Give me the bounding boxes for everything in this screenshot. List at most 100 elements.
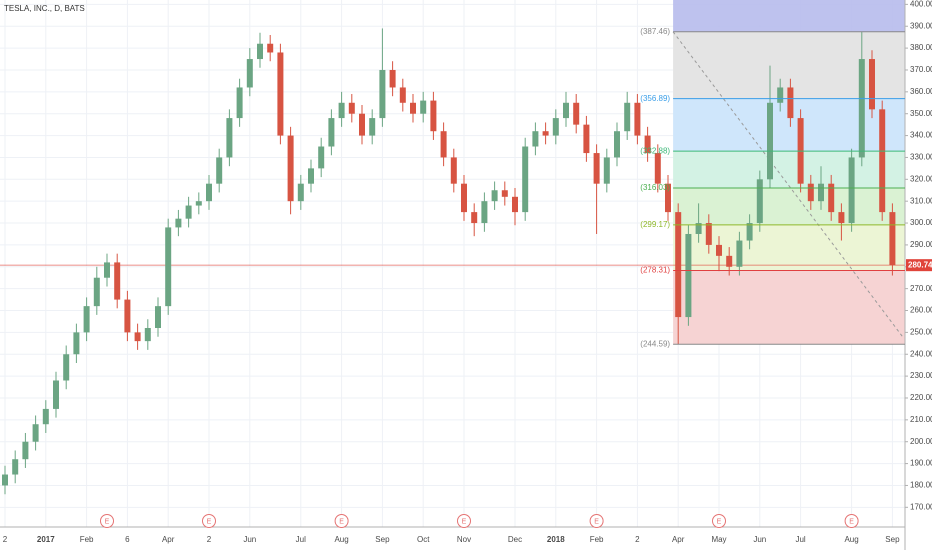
event-label: E (849, 518, 854, 525)
event-label: E (105, 518, 110, 525)
event-marker (457, 514, 471, 528)
candle-body (53, 380, 59, 409)
background-layer (0, 0, 905, 527)
y-tick-label: 200.00 (910, 437, 932, 446)
chart-title: TESLA, INC., D, BATS (4, 4, 85, 13)
candle-body (869, 59, 875, 110)
y-tick-label: 210.00 (910, 415, 932, 424)
label-layer: 170.00 180.00 190.00 200.00 210.00 220.00 230.… (3, 0, 932, 544)
event-label: E (207, 518, 212, 525)
candle-body (236, 87, 243, 119)
x-tick-label: Jun (243, 535, 256, 544)
candle-body (512, 196, 518, 213)
fib-level-label: (356.89) (640, 94, 670, 103)
candle-body (563, 102, 569, 119)
fib-band (673, 0, 905, 32)
candle-body (287, 135, 294, 202)
candle-body (308, 168, 314, 184)
candle-body (838, 212, 845, 224)
candle-body (685, 233, 692, 318)
y-tick-label: 260.00 (910, 306, 932, 315)
candle-body (461, 183, 467, 213)
y-tick-label: 190.00 (910, 459, 932, 468)
x-tick-label: 2 (207, 535, 212, 544)
y-tick-label: 170.00 (910, 502, 932, 511)
y-tick-label: 240.00 (910, 349, 932, 358)
candle-body (756, 179, 763, 224)
candle-body (104, 262, 110, 278)
candle-body (257, 43, 263, 60)
candle-body (848, 157, 855, 224)
candle-body (573, 102, 580, 125)
x-tick-label: Sep (375, 535, 390, 544)
candle-body (777, 87, 784, 103)
candle-body (328, 118, 335, 147)
candle-body (818, 183, 824, 202)
fib-level-label: (332.88) (640, 146, 670, 155)
candle-body (614, 131, 620, 158)
fib-level-label: (387.46) (640, 27, 670, 36)
x-tick-label: Oct (417, 535, 430, 544)
candle-body (879, 109, 886, 213)
x-tick-label: 6 (125, 535, 130, 544)
x-tick-label: Aug (844, 535, 858, 544)
candle-body (522, 146, 529, 213)
x-tick-label: Apr (672, 535, 685, 544)
event-marker (589, 514, 604, 528)
candle-body (695, 223, 702, 234)
candle-body (746, 223, 753, 241)
plot-layer (0, 28, 905, 495)
candle-body (593, 153, 600, 184)
y-tick-label: 230.00 (910, 371, 932, 380)
candle-body (318, 146, 325, 169)
candle-body (185, 205, 192, 219)
fib-band (673, 270, 905, 345)
candle-body (124, 299, 131, 333)
candle-body (481, 201, 488, 224)
trend-line (672, 31, 903, 338)
candle-body (389, 69, 396, 88)
candle-body (410, 102, 416, 114)
candle-body (338, 102, 345, 119)
candle-body (73, 332, 80, 355)
candle-body (858, 59, 865, 158)
candle-body (726, 255, 733, 267)
x-tick-label: Feb (80, 535, 94, 544)
x-tick-label: 2018 (547, 535, 565, 544)
y-tick-label: 360.00 (910, 87, 932, 96)
candle-body (767, 102, 773, 180)
candle-body (155, 306, 161, 329)
candle-body (787, 87, 794, 119)
x-tick-label: Jul (795, 535, 805, 544)
y-tick-label: 270.00 (910, 284, 932, 293)
y-tick-label: 290.00 (910, 240, 932, 249)
candle-body (175, 218, 182, 228)
x-tick-label: Feb (590, 535, 604, 544)
candle-body (63, 354, 70, 381)
event-marker (202, 514, 216, 528)
fib-band (673, 187, 905, 225)
candle-body (226, 118, 233, 158)
candle-body (165, 227, 172, 307)
y-tick-label: 380.00 (910, 43, 932, 52)
candle-body (644, 135, 651, 154)
event-marker (100, 514, 114, 528)
fib-band (673, 151, 905, 188)
fib-level-label: (299.17) (640, 220, 670, 229)
x-tick-label: 2 (635, 535, 640, 544)
event-label: E (339, 518, 344, 525)
event-marker (334, 514, 349, 528)
price-label-box (906, 259, 932, 272)
candle-body (716, 244, 722, 256)
y-tick-label: 350.00 (910, 109, 932, 118)
candle-body (93, 277, 100, 307)
price-label: 280.74 (908, 260, 932, 269)
candle-body (22, 441, 29, 460)
event-label: E (594, 518, 599, 525)
candle-body (267, 43, 274, 53)
x-tick-label: Aug (334, 535, 348, 544)
candle-body (634, 102, 641, 136)
candle-body (736, 240, 743, 267)
y-tick-label: 310.00 (910, 196, 932, 205)
y-tick-label: 250.00 (910, 327, 932, 336)
